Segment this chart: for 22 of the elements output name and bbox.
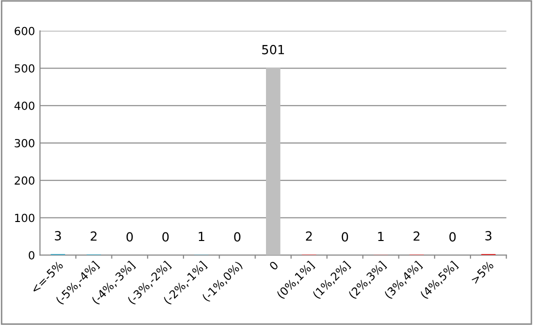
y-tick-label: 600 <box>14 26 34 36</box>
y-tick-label: 500 <box>14 64 34 73</box>
y-tick-label: 0 <box>28 251 34 260</box>
x-tick-label: 0 <box>268 260 279 271</box>
y-tick-label: 100 <box>15 214 34 222</box>
data-label: 2 <box>90 231 97 241</box>
y-tick-label: 400 <box>14 102 34 110</box>
data-label: 0 <box>449 232 456 242</box>
data-label: 501 <box>262 44 284 54</box>
data-label: 3 <box>485 231 492 240</box>
data-label: 1 <box>198 232 204 242</box>
data-label: 2 <box>414 231 420 241</box>
bar <box>266 68 280 256</box>
y-tick-label: 300 <box>14 138 34 148</box>
data-label: 0 <box>234 232 240 242</box>
data-label: 0 <box>126 232 133 242</box>
y-tick-label: 200 <box>14 176 34 185</box>
data-label: 2 <box>306 231 312 241</box>
data-label: 0 <box>342 232 348 242</box>
data-label: 0 <box>162 232 169 242</box>
data-label: 3 <box>54 231 61 240</box>
data-label: 1 <box>378 232 384 242</box>
